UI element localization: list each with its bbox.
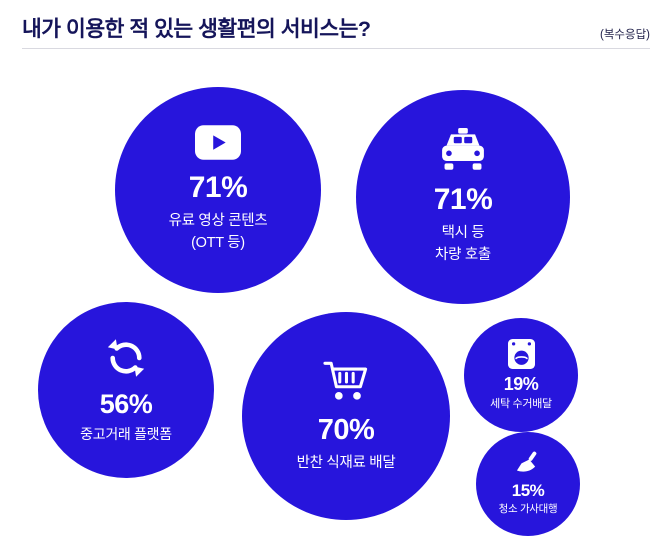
bubble-percent: 70%	[317, 413, 375, 446]
bubble-percent: 19%	[503, 373, 539, 394]
play-icon	[195, 125, 241, 160]
multiple-answer-note: (복수응답)	[600, 29, 650, 41]
bubble-food-delivery: 70% 반찬 식재료 배달	[242, 312, 450, 520]
taxi-icon	[437, 127, 489, 173]
bubble-label: 택시 등	[441, 224, 485, 241]
bubble-secondhand: 56% 중고거래 플랫폼	[38, 302, 214, 478]
bubble-percent: 71%	[188, 171, 248, 205]
cart-icon	[322, 359, 370, 403]
bubble-ott: 71% 유료 영상 콘텐츠 (OTT 등)	[115, 87, 321, 293]
bubble-percent: 56%	[99, 388, 153, 419]
bubble-label: 중고거래 플랫폼	[80, 425, 172, 442]
bubble-label: 반찬 식재료 배달	[296, 454, 396, 471]
bubble-cleaning: 15% 청소 가사대행	[476, 432, 580, 536]
bubble-label: 청소 가사대행	[498, 503, 558, 516]
bubble-label: 유료 영상 콘텐츠	[168, 213, 268, 230]
bubble-percent: 15%	[511, 481, 545, 501]
bubble-percent: 71%	[433, 182, 493, 216]
refresh-icon	[104, 336, 148, 380]
bubble-taxi: 71% 택시 등 차량 호출	[356, 90, 570, 304]
washer-icon	[507, 338, 535, 369]
bubble-laundry: 19% 세탁 수거배달	[464, 318, 578, 432]
bubble-label: 세탁 수거배달	[490, 397, 552, 410]
header-divider	[22, 48, 650, 49]
bubble-sublabel: (OTT 등)	[191, 235, 245, 251]
page-title: 내가 이용한 적 있는 생활편의 서비스는?	[22, 17, 371, 41]
bubble-sublabel: 차량 호출	[435, 246, 491, 263]
broom-icon	[515, 451, 541, 477]
